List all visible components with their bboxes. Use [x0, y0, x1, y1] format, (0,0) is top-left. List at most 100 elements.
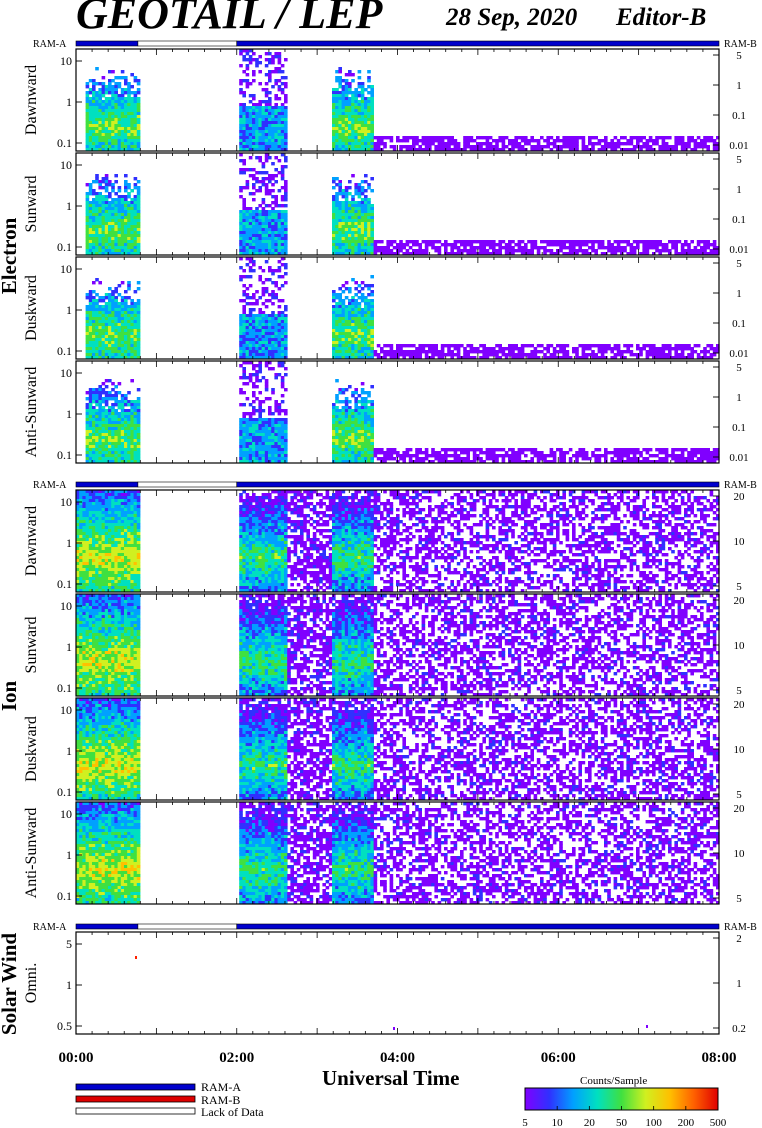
spectrogram-cell	[332, 106, 336, 110]
spectrogram-cell	[415, 136, 419, 140]
spectrogram-cell	[120, 338, 125, 342]
spectrogram-cell	[136, 231, 141, 235]
spectrogram-cell	[674, 240, 678, 244]
spectrogram-cell	[354, 249, 358, 253]
spectrogram-cell	[469, 243, 474, 247]
spectrogram-cell	[264, 186, 269, 190]
spectrogram-cell	[124, 403, 128, 407]
spectrogram-cell	[264, 314, 269, 318]
spectrogram-cell	[133, 320, 138, 324]
spectrogram-cell	[271, 55, 275, 59]
spectrogram-cell	[556, 344, 560, 348]
spectrogram-cell	[101, 112, 106, 116]
spectrogram-cell	[348, 249, 352, 253]
spectrogram-cell	[498, 246, 502, 250]
spectrogram-cell	[101, 412, 106, 416]
spectrogram-cell	[261, 287, 266, 291]
spectrogram-cell	[242, 70, 246, 74]
spectrogram-cell	[280, 257, 285, 261]
spectrogram-cell	[114, 296, 118, 300]
spectrogram-cell	[248, 326, 253, 330]
spectrogram-cell	[252, 210, 256, 214]
spectrogram-cell	[696, 249, 701, 253]
spectrogram-cell	[114, 216, 118, 220]
spectrogram-cell	[85, 145, 90, 149]
spectrogram-cell	[364, 180, 368, 184]
spectrogram-cell	[600, 145, 605, 149]
spectrogram-cell	[604, 252, 608, 256]
spectrogram-cell	[277, 335, 282, 339]
spectrogram-cell	[348, 207, 352, 211]
spectrogram-cell	[274, 281, 278, 285]
spectrogram-cell	[111, 228, 115, 232]
spectrogram-cell	[120, 252, 125, 256]
spectrogram-cell	[130, 97, 134, 101]
spectrogram-cell	[367, 118, 371, 122]
spectrogram-cell	[111, 142, 115, 146]
spectrogram-cell	[530, 136, 534, 140]
spectrogram-cell	[588, 347, 592, 351]
spectrogram-cell	[402, 344, 406, 348]
spectrogram-cell	[252, 112, 256, 116]
spectrogram-cell	[108, 237, 112, 241]
spectrogram-cell	[341, 204, 346, 208]
spectrogram-cell	[341, 195, 346, 199]
spectrogram-cell	[111, 234, 115, 238]
spectrogram-cell	[255, 430, 259, 434]
spectrogram-cell	[133, 457, 138, 461]
spectrogram-cell	[98, 112, 102, 116]
spectrogram-cell	[655, 243, 659, 247]
spectrogram-cell	[245, 249, 250, 253]
spectrogram-cell	[88, 293, 93, 297]
spectrogram-cell	[85, 323, 90, 327]
spectrogram-cell	[364, 133, 368, 137]
spectrogram-cell	[111, 329, 115, 333]
spectrogram-cell	[693, 148, 698, 152]
spectrogram-cell	[623, 142, 627, 146]
spectrogram-cell	[671, 347, 675, 351]
spectrogram-cell	[380, 139, 384, 143]
spectrogram-cell	[277, 341, 282, 345]
spectrogram-cell	[277, 237, 282, 241]
spectrogram-cell	[127, 103, 131, 107]
spectrogram-cell	[239, 329, 243, 333]
spectrogram-cell	[367, 237, 371, 241]
spectrogram-cell	[335, 115, 339, 119]
spectrogram-cell	[565, 142, 570, 146]
spectrogram-cell	[124, 350, 128, 354]
spectrogram-cell	[136, 347, 141, 351]
spectrogram-cell	[95, 341, 99, 345]
spectrogram-cell	[485, 347, 490, 351]
spectrogram-cell	[440, 136, 445, 140]
spectrogram-cell	[277, 228, 282, 232]
spectrogram-cell	[652, 243, 656, 247]
spectrogram-cell	[133, 454, 138, 458]
spectrogram-cell	[274, 237, 278, 241]
spectrogram-cell	[242, 376, 246, 380]
spectrogram-cell	[277, 305, 282, 309]
spectrogram-cell	[360, 112, 365, 116]
spectrogram-cell	[114, 350, 118, 354]
spectrogram-cell	[245, 109, 250, 113]
spectrogram-cell	[504, 243, 509, 247]
spectrogram-cell	[255, 424, 259, 428]
spectrogram-cell	[351, 252, 355, 256]
spectrogram-cell	[338, 130, 342, 134]
spectrogram-cell	[447, 347, 451, 351]
spectrogram-cell	[92, 106, 96, 110]
spectrogram-cell	[130, 356, 134, 360]
spectrogram-cell	[338, 67, 342, 71]
spectrogram-cell	[354, 148, 358, 152]
spectrogram-cell	[341, 142, 346, 146]
spectrogram-cell	[648, 148, 653, 152]
spectrogram-cell	[408, 145, 413, 149]
spectrogram-cell	[594, 240, 598, 244]
spectrogram-cell	[124, 433, 128, 437]
spectrogram-cell	[248, 257, 253, 261]
spectrogram-cell	[341, 326, 346, 330]
spectrogram-cell	[111, 382, 115, 386]
spectrogram-cell	[277, 189, 282, 193]
spectrogram-cell	[370, 112, 374, 116]
spectrogram-cell	[332, 115, 336, 119]
spectrogram-cell	[332, 177, 336, 181]
